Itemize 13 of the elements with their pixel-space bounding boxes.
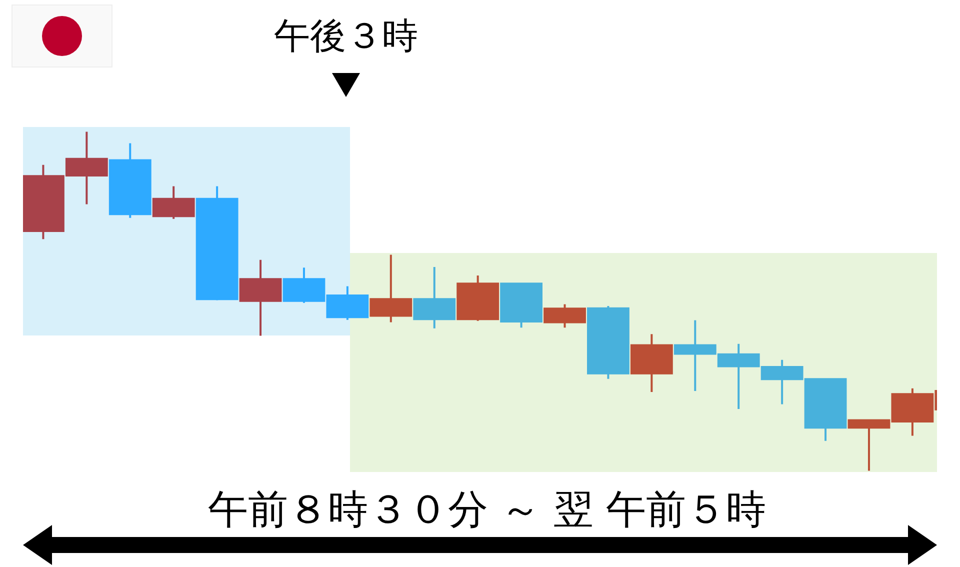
candlestick bbox=[630, 333, 673, 394]
candlestick bbox=[456, 274, 500, 322]
candlestick bbox=[239, 258, 282, 337]
candlestick bbox=[500, 282, 542, 329]
candlestick bbox=[152, 185, 195, 220]
candlestick bbox=[108, 142, 152, 219]
candlestick bbox=[196, 185, 238, 302]
candlestick bbox=[587, 304, 630, 380]
candlestick bbox=[544, 303, 586, 329]
candlestick bbox=[370, 254, 412, 324]
x-axis-title: 午前８時３０分 ～ 翌 午前５時 bbox=[208, 487, 766, 533]
text: 午後３時 bbox=[274, 16, 418, 57]
candlestick bbox=[413, 266, 456, 330]
